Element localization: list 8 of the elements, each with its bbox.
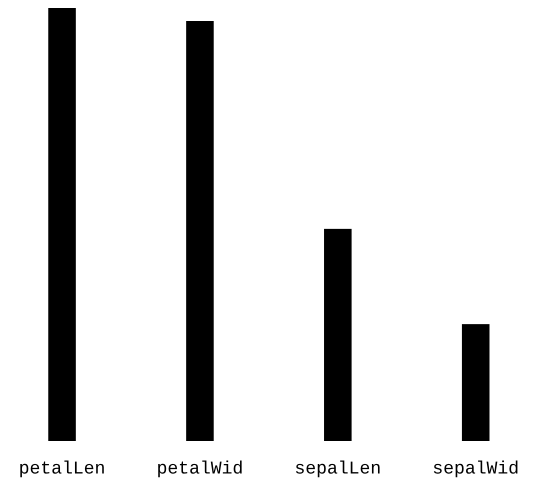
bar (462, 324, 490, 441)
bar (48, 8, 76, 441)
x-tick-label: petalLen (20, 460, 104, 478)
x-tick-label: petalWid (158, 460, 242, 478)
x-tick-label: sepalWid (434, 460, 518, 478)
x-tick-label: sepalLen (296, 460, 380, 478)
bar (324, 228, 352, 441)
bar (186, 20, 214, 441)
